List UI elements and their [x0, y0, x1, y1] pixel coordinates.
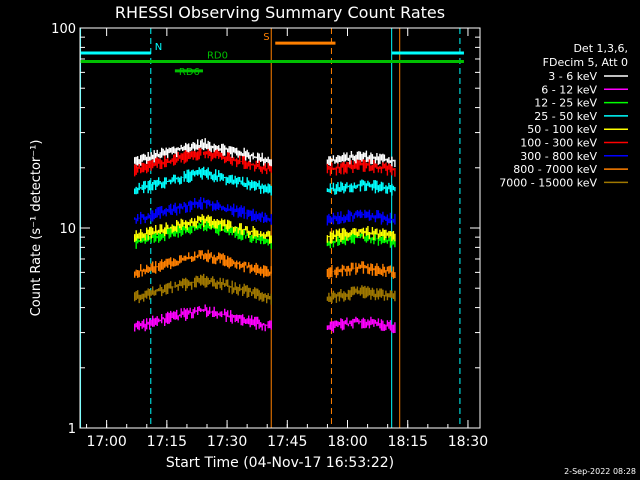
- x-axis-label: Start Time (04-Nov-17 16:53:22): [166, 455, 394, 471]
- series-trace-7000-15000-kev: [326, 285, 396, 303]
- legend-header: FDecim 5, Att 0: [543, 56, 628, 69]
- x-tick-label: 18:30: [448, 434, 488, 450]
- x-tick-label: 18:15: [388, 434, 428, 450]
- x-tick-label: 17:45: [267, 434, 307, 450]
- y-tick-label: 10: [59, 222, 76, 237]
- series-trace-6-12-kev: [326, 316, 396, 334]
- legend-entry-label: 25 - 50 keV: [534, 110, 597, 123]
- annotation-label-rd6: RD6: [179, 67, 200, 78]
- legend-entry-label: 6 - 12 keV: [541, 83, 597, 96]
- legend-entry-label: 100 - 300 keV: [520, 137, 597, 150]
- legend-entry-label: 50 - 100 keV: [527, 123, 597, 136]
- series-trace-50-100-kev: [326, 226, 396, 244]
- series-trace-7000-15000-kev: [134, 273, 272, 305]
- date-stamp: 2-Sep-2022 08:28: [564, 467, 636, 476]
- plot-frame: [79, 27, 481, 429]
- series-trace-800-7000-kev: [326, 261, 396, 279]
- chart-title: RHESSI Observing Summary Count Rates: [115, 3, 445, 22]
- legend-entry-label: 12 - 25 keV: [534, 97, 597, 110]
- series-trace-300-800-kev: [326, 209, 396, 226]
- series-trace-3-6-kev: [326, 150, 396, 168]
- x-tick-label: 17:00: [86, 434, 126, 450]
- series-trace-800-7000-kev: [134, 249, 272, 278]
- x-tick-label: 17:15: [147, 434, 187, 450]
- y-axis-label: Count Rate (s⁻¹ detector⁻¹): [29, 140, 44, 317]
- series-trace-100-300-kev: [134, 148, 272, 177]
- legend-header: Det 1,3,6,: [573, 42, 628, 55]
- annotation-label-n: N: [155, 42, 162, 53]
- series-trace-100-300-kev: [326, 159, 396, 177]
- y-tick-label: 100: [51, 22, 76, 37]
- y-tick-label: 1: [68, 422, 76, 437]
- series-trace-6-12-kev: [134, 304, 272, 332]
- legend-entry-label: 3 - 6 keV: [548, 70, 597, 83]
- series-trace-3-6-kev: [134, 138, 272, 169]
- legend-entry-label: 7000 - 15000 keV: [499, 176, 597, 189]
- series-trace-25-50-kev: [134, 166, 272, 196]
- annotation-label-rd0: RD0: [207, 50, 228, 61]
- series-trace-25-50-kev: [326, 179, 396, 196]
- legend-entry-label: 300 - 800 keV: [520, 150, 597, 163]
- series-trace-300-800-kev: [134, 197, 272, 225]
- plot-area: N S RD0 RD6 17:00 17:15 17:30 17:45 18:00 18:15 18…: [51, 22, 488, 450]
- x-tick-label: 18:00: [327, 434, 367, 450]
- x-tick-label: 17:30: [207, 434, 247, 450]
- legend-entry-label: 800 - 7000 keV: [513, 163, 597, 176]
- series-trace-50-100-kev: [134, 214, 272, 244]
- annotation-label-s: S: [263, 32, 269, 43]
